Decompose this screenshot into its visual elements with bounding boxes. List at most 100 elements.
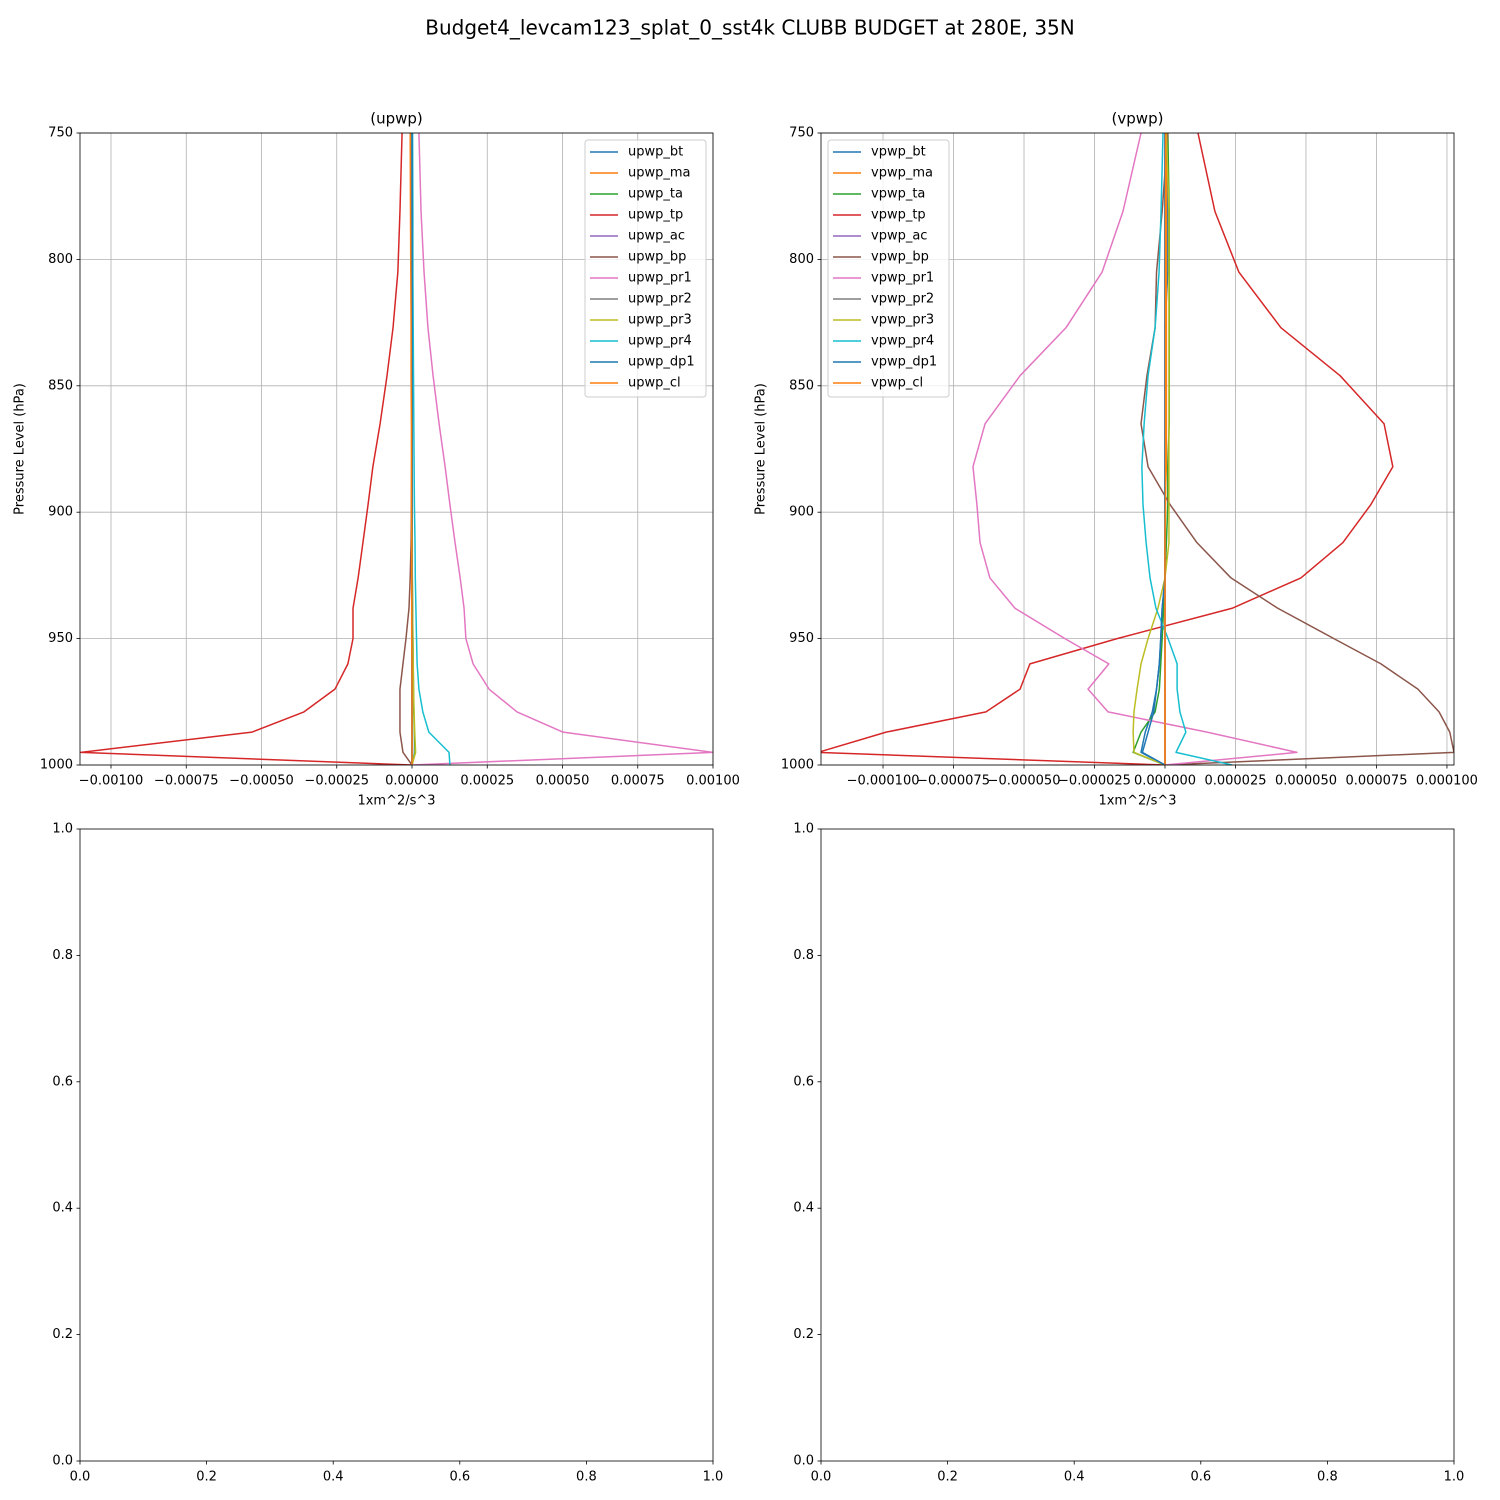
y-tick-label: 0.2 [52,1327,73,1342]
x-tick-label: 0.4 [1064,1470,1085,1485]
y-tick-label: 0.8 [52,948,73,963]
x-tick-label: 1.0 [1444,1470,1465,1485]
x-tick-label: −0.00050 [229,774,294,789]
y-tick-label: 850 [789,378,814,393]
y-axis-label: Pressure Level (hPa) [754,383,769,515]
x-tick-label: 0.00100 [686,774,740,789]
legend-label: upwp_tp [628,208,683,223]
y-axis-label: Pressure Level (hPa) [13,383,28,515]
y-tick-label: 750 [789,126,814,141]
legend-label: vpwp_bt [871,145,926,160]
legend-label: vpwp_ma [871,166,933,181]
legend-label: upwp_bt [628,145,683,160]
subplot-title: (vpwp) [1112,110,1164,128]
x-tick-label: 0.00075 [611,774,665,789]
legend-label: vpwp_pr1 [871,271,934,286]
x-tick-label: 0.0 [70,1470,91,1485]
x-axis-label: 1xm^2/s^3 [357,794,435,809]
subplot: −0.000100−0.000075−0.000050−0.000025 0.00… [754,110,1478,809]
y-tick-label: 0.2 [793,1327,814,1342]
x-tick-label: 1.0 [703,1470,724,1485]
series-line [80,133,413,765]
figure-title: Budget4_levcam123_splat_0_sst4k CLUBB BU… [425,16,1075,40]
y-tick-label: 900 [789,505,814,520]
legend-label: upwp_pr2 [628,292,692,307]
x-tick-label: −0.00025 [304,774,369,789]
y-tick-label: 800 [48,252,73,267]
series-line [411,133,451,765]
y-tick-label: 850 [48,378,73,393]
legend-label: vpwp_pr2 [871,292,934,307]
x-tick-label: 0.000050 [1275,774,1337,789]
legend-label: upwp_bp [628,250,686,265]
legend-label: vpwp_bp [871,250,929,265]
legend-label: upwp_pr1 [628,271,692,286]
y-tick-label: 0.0 [793,1454,814,1469]
y-tick-label: 0.8 [793,948,814,963]
legend-label: upwp_ma [628,166,691,181]
y-tick-label: 0.4 [793,1201,814,1216]
x-tick-label: 0.000075 [1345,774,1407,789]
x-tick-label: 0.00050 [536,774,590,789]
series-line [1164,133,1167,765]
subplot: 0.0 0.2 0.4 0.6 0.8 1.0 0.0 0.2 0.4 0.6 0.8 1.0 [793,822,1464,1485]
y-tick-label: 1000 [781,758,814,773]
plot-lines [821,133,1454,765]
x-tick-label: 0.00025 [460,774,514,789]
y-tick-label: 0.0 [52,1454,73,1469]
axes-frame [79,132,714,766]
x-tick-label: −0.000050 [988,774,1061,789]
legend-label: vpwp_ac [871,229,927,244]
y-tick-label: 950 [789,631,814,646]
y-tick-label: 1.0 [793,822,814,837]
x-tick-label: 0.2 [196,1470,217,1485]
x-tick-label: 0.8 [576,1470,597,1485]
plot-lines [80,133,713,765]
y-tick-label: 0.6 [52,1074,73,1089]
subplot: −0.00100 −0.00075 −0.00050 −0.00025 0.00000 0… [13,110,740,809]
legend-box [827,139,950,398]
legend-label: vpwp_pr4 [871,334,934,349]
x-tick-label: 0.2 [937,1470,958,1485]
legend: vpwp_bt vpwp_ma vpwp_ta vpwp_tp vpwp_ac vpwp_… [827,139,950,398]
legend-label: upwp_ta [628,187,683,202]
x-tick-label: −0.00075 [154,774,219,789]
axes-frame [820,132,1455,766]
legend-label: vpwp_dp1 [871,355,937,370]
x-tick-label: 0.6 [449,1470,470,1485]
y-tick-label: 0.4 [52,1201,73,1216]
y-tick-label: 950 [48,631,73,646]
x-tick-label: 0.0 [811,1470,832,1485]
y-tick-label: 1000 [40,758,73,773]
legend-box [584,139,707,398]
axes-frame [820,828,1455,1462]
subplot: 0.0 0.2 0.4 0.6 0.8 1.0 0.0 0.2 0.4 0.6 0.8 1.0 [52,822,723,1485]
x-tick-label: −0.000075 [917,774,990,789]
legend-label: vpwp_ta [871,187,925,202]
x-tick-label: −0.00100 [79,774,144,789]
x-tick-label: 0.6 [1190,1470,1211,1485]
x-tick-label: 0.000025 [1204,774,1266,789]
legend-label: vpwp_pr3 [871,313,934,328]
subplot-title: (upwp) [370,110,423,128]
axes-frame [79,828,714,1462]
legend-label: upwp_pr3 [628,313,692,328]
x-tick-label: 0.4 [323,1470,344,1485]
x-tick-label: −0.000100 [847,774,920,789]
y-tick-label: 800 [789,252,814,267]
legend-label: upwp_dp1 [628,355,695,370]
y-tick-label: 750 [48,126,73,141]
y-tick-label: 1.0 [52,822,73,837]
x-tick-label: 0.000000 [1134,774,1196,789]
legend-label: upwp_cl [628,376,681,391]
y-tick-label: 0.6 [793,1074,814,1089]
series-line [1132,133,1170,765]
x-tick-label: −0.000025 [1058,774,1131,789]
x-tick-label: 0.000100 [1416,774,1478,789]
y-tick-label: 900 [48,505,73,520]
legend-label: upwp_ac [628,229,685,244]
series-line [411,133,713,765]
x-tick-label: 0.8 [1317,1470,1338,1485]
